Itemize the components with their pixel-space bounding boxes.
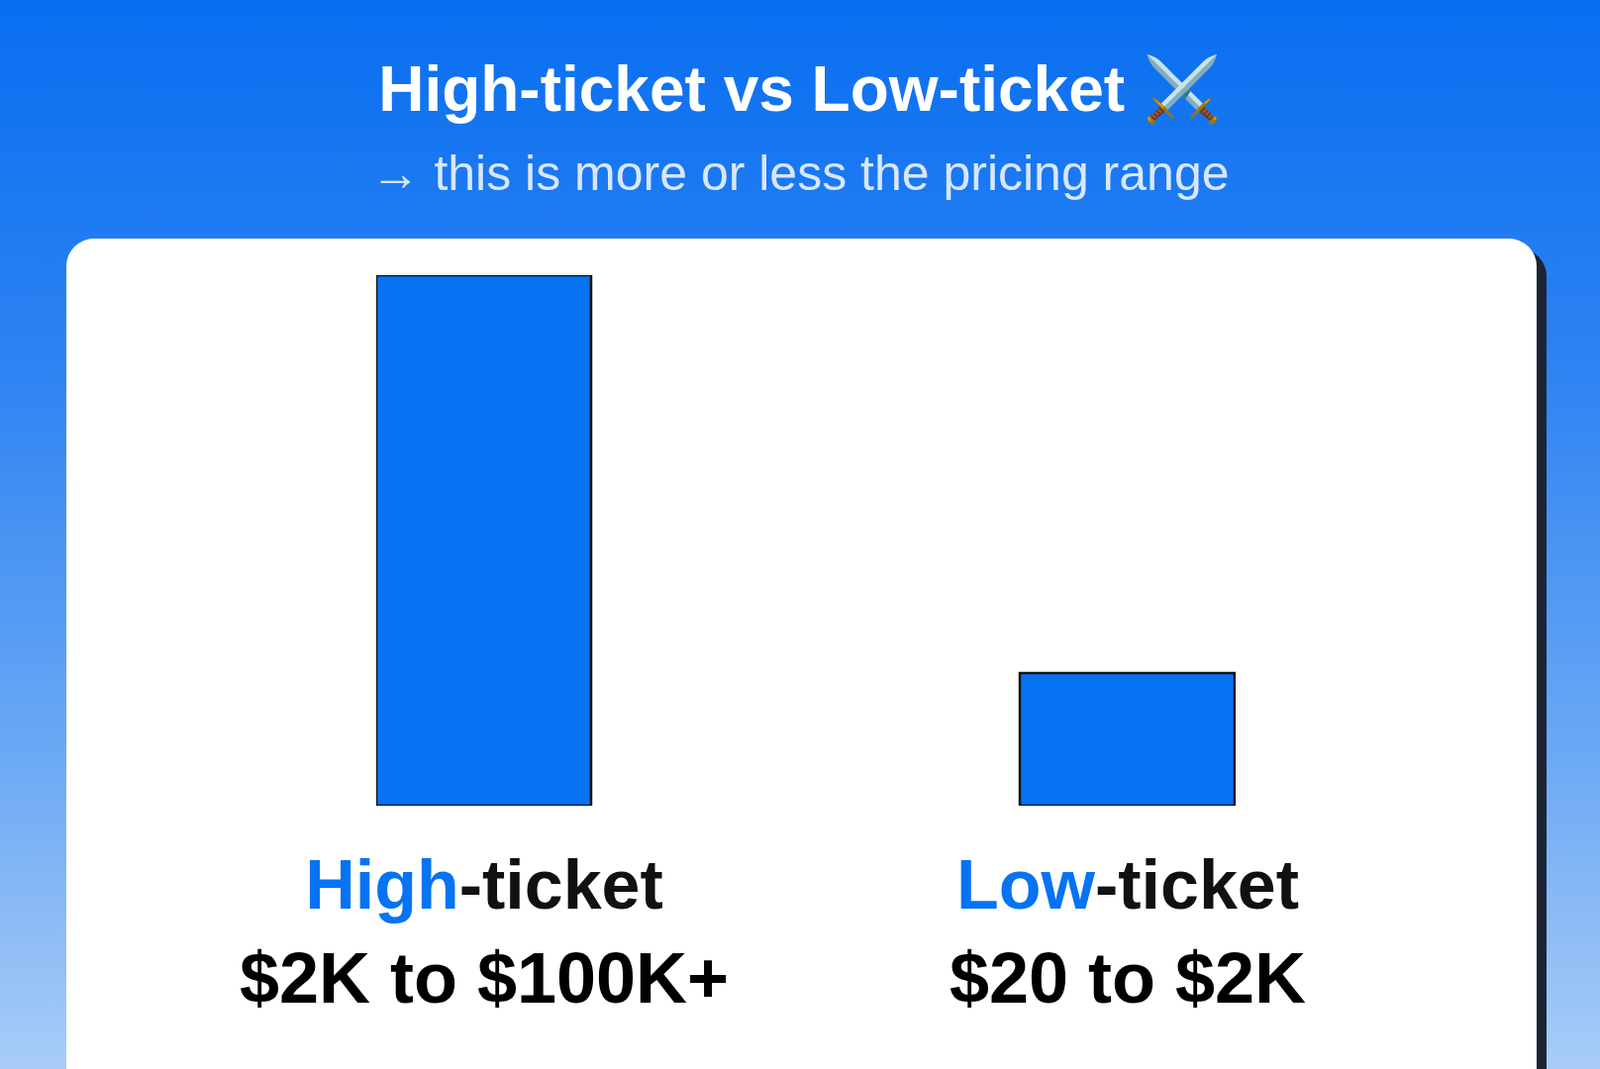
svg-text:$2K to $100K+: $2K to $100K+ [239,938,729,1018]
svg-text:Low-ticket: Low-ticket [956,846,1300,924]
html-text:→ this is more or less the pri: → this is more or less the pricing range [370,145,1230,201]
html-text:High-ticket vs Low-ticket ⚔️: High-ticket vs Low-ticket ⚔️ [378,53,1222,125]
svg-text:$20 to $2K: $20 to $2K [949,938,1306,1018]
svg-text:High-ticket: High-ticket [304,846,664,924]
